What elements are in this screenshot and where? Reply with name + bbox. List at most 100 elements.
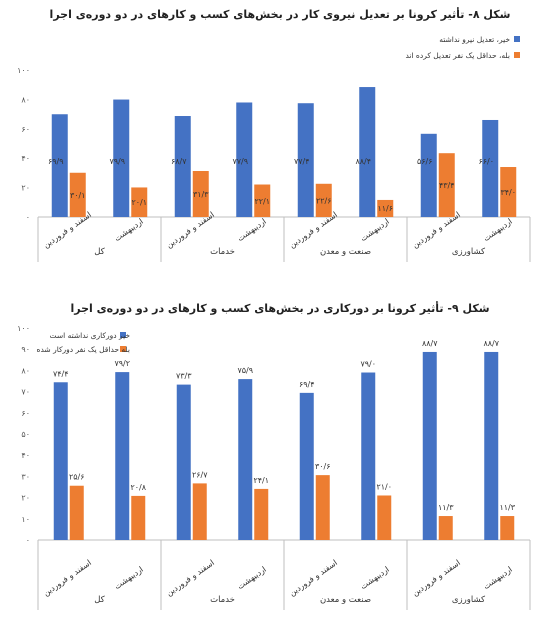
y-tick-label: ۸۰ — [21, 95, 30, 104]
bar-orange — [438, 153, 455, 217]
y-tick-label: ۲۰ — [21, 184, 30, 193]
data-label-blue: ۷۷/۹ — [232, 157, 248, 166]
y-tick-label: ۸۰ — [21, 366, 30, 375]
bar-blue — [113, 99, 130, 217]
y-tick-label: ۱۰۰ — [17, 324, 30, 333]
group-label: کل — [94, 247, 105, 257]
data-label-blue: ۵۶/۶ — [417, 157, 433, 166]
y-tick-label: ۴۰ — [21, 154, 30, 163]
bar-orange — [377, 199, 394, 217]
data-label-orange: ۳۱/۳ — [193, 190, 209, 199]
data-label-blue: ۷۷/۴ — [294, 157, 310, 166]
group-label: کل — [94, 595, 105, 605]
bar-orange — [315, 475, 330, 540]
chart-title: شکل ۹- تأثیر کرونا بر دورکاری در بخش‌های… — [70, 302, 490, 315]
data-label-orange: ۲۰/۸ — [130, 483, 146, 492]
bar-orange — [192, 483, 207, 540]
data-label-orange: ۳۰/۶ — [315, 462, 331, 471]
data-label-orange: ۳۴/۰ — [500, 188, 516, 197]
data-label-blue: ۸۸/۷ — [483, 339, 499, 348]
data-label-orange: ۱۱/۳ — [438, 503, 454, 512]
chart-figure-9: شکل ۹- تأثیر کرونا بر دورکاری در بخش‌های… — [0, 294, 560, 640]
category-label: اردیبهشت — [482, 565, 514, 591]
category-label: اردیبهشت — [113, 217, 145, 243]
data-label-orange: ۲۱/۰ — [376, 482, 392, 491]
legend-swatch — [120, 346, 126, 352]
y-tick-label: ۴۰ — [21, 451, 30, 460]
data-label-orange: ۱۱/۳ — [499, 503, 515, 512]
data-label-orange: ۲۵/۶ — [69, 473, 85, 482]
data-label-blue: ۷۹/۲ — [114, 359, 130, 368]
chart-title: شکل ۸- تأثیر کرونا بر تعدیل نیروی کار در… — [49, 8, 511, 21]
bar-blue — [297, 103, 314, 217]
bar-orange — [315, 183, 332, 217]
bar-orange — [131, 187, 148, 217]
category-label: اردیبهشت — [113, 565, 145, 591]
bar-orange — [69, 172, 86, 217]
data-label-blue: ۷۳/۳ — [176, 372, 192, 381]
data-label-orange: ۱۱/۶ — [377, 204, 393, 213]
category-label: اسفند و فروردین — [288, 558, 339, 598]
bar-orange — [500, 516, 515, 540]
bar-blue — [482, 119, 499, 217]
bar-blue — [174, 116, 191, 217]
bar-orange — [254, 488, 269, 540]
data-label-blue: ۶۹/۴ — [299, 380, 315, 389]
data-label-orange: ۴۳/۴ — [439, 181, 455, 190]
category-label: اردیبهشت — [482, 217, 514, 243]
bar-blue — [236, 102, 253, 217]
category-label: اردیبهشت — [236, 217, 268, 243]
y-tick-label: ۰ — [26, 536, 30, 545]
bar-orange — [192, 170, 209, 217]
bar-orange — [131, 495, 146, 540]
bar-blue — [420, 133, 437, 217]
bar-blue — [361, 372, 376, 540]
group-label: خدمات — [210, 595, 235, 605]
legend-label: بله، حداقل یک نفر تعدیل کرده اند — [405, 51, 510, 60]
y-tick-label: ۵۰ — [21, 430, 30, 439]
bar-blue — [238, 379, 253, 540]
y-tick-label: ۹۰ — [21, 345, 30, 354]
category-label: اردیبهشت — [236, 565, 268, 591]
y-tick-label: ۶۰ — [21, 125, 30, 134]
data-label-blue: ۶۸/۷ — [171, 157, 187, 166]
category-label: اردیبهشت — [359, 217, 391, 243]
category-label: اردیبهشت — [359, 565, 391, 591]
y-tick-label: ۰ — [26, 213, 30, 222]
data-label-orange: ۲۲/۶ — [316, 196, 332, 205]
bar-orange — [254, 184, 271, 217]
legend-swatch — [514, 52, 520, 58]
bar-blue — [299, 392, 314, 540]
data-label-blue: ۸۸/۷ — [422, 339, 438, 348]
data-label-orange: ۳۰/۱ — [70, 191, 86, 200]
bar-blue — [176, 384, 191, 540]
y-tick-label: ۷۰ — [21, 388, 30, 397]
group-label: کشاورزی — [452, 247, 486, 257]
data-label-blue: ۸۸/۴ — [355, 157, 371, 166]
y-tick-label: ۱۰ — [21, 515, 30, 524]
bar-orange — [377, 495, 392, 540]
bar-orange — [500, 167, 517, 217]
legend-label: خیر، تعدیل نیرو نداشته — [439, 35, 510, 44]
group-label: خدمات — [210, 247, 235, 257]
y-tick-label: ۱۰۰ — [17, 66, 30, 75]
data-label-orange: ۲۲/۱ — [254, 197, 270, 206]
legend-label: خیر دورکاری نداشته است — [49, 331, 130, 340]
category-label: اسفند و فروردین — [165, 558, 216, 598]
data-label-orange: ۲۶/۷ — [192, 470, 208, 479]
legend-swatch — [120, 332, 126, 338]
y-tick-label: ۲۰ — [21, 494, 30, 503]
bar-blue — [51, 114, 68, 217]
bar-blue — [422, 351, 437, 540]
data-label-blue: ۶۶/۰ — [478, 157, 494, 166]
data-label-blue: ۷۹/۰ — [360, 360, 376, 369]
y-tick-label: ۶۰ — [21, 409, 30, 418]
group-label: صنعت و معدن — [320, 595, 371, 605]
data-label-orange: ۲۴/۱ — [253, 476, 269, 485]
data-label-blue: ۷۴/۴ — [53, 369, 69, 378]
legend-swatch — [514, 36, 520, 42]
bar-orange — [69, 485, 84, 540]
group-label: صنعت و معدن — [320, 247, 371, 257]
category-label: اسفند و فروردین — [42, 558, 93, 598]
